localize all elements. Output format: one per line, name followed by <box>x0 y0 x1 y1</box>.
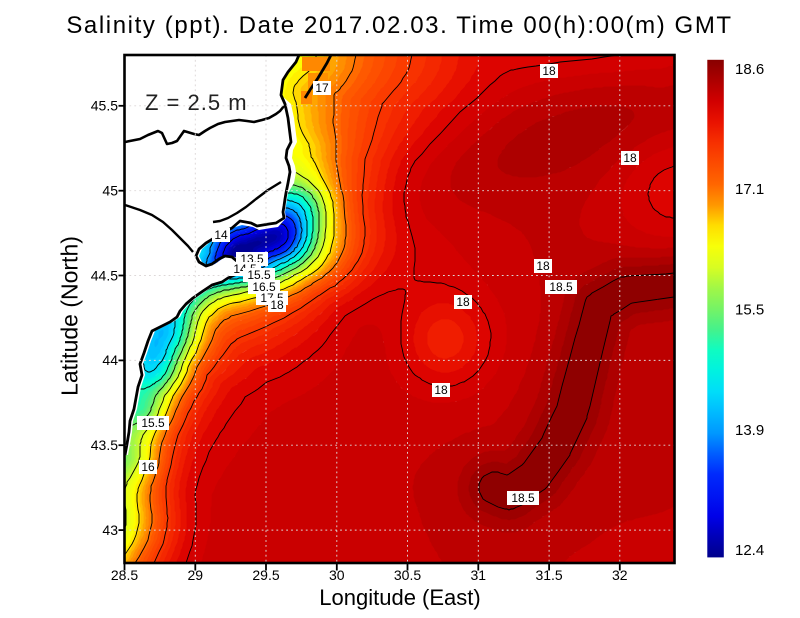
svg-text:18: 18 <box>542 64 556 78</box>
svg-text:18: 18 <box>270 298 284 312</box>
svg-text:18.6: 18.6 <box>735 61 764 78</box>
svg-text:43: 43 <box>102 522 118 538</box>
svg-text:30: 30 <box>329 567 345 583</box>
svg-text:15.5: 15.5 <box>735 302 764 319</box>
svg-text:44.5: 44.5 <box>91 267 118 283</box>
svg-text:18: 18 <box>536 259 550 273</box>
svg-text:18: 18 <box>456 295 470 309</box>
svg-text:45.5: 45.5 <box>91 98 118 114</box>
svg-text:12.4: 12.4 <box>735 542 764 559</box>
svg-text:18.5: 18.5 <box>511 491 535 505</box>
svg-text:16.5: 16.5 <box>252 280 276 294</box>
svg-text:32: 32 <box>612 567 628 583</box>
svg-text:28.5: 28.5 <box>111 567 138 583</box>
svg-text:13.9: 13.9 <box>735 422 764 439</box>
svg-text:14: 14 <box>214 228 228 242</box>
svg-text:31.5: 31.5 <box>535 567 562 583</box>
svg-text:Longitude (East): Longitude (East) <box>319 585 480 610</box>
svg-text:Z = 2.5 m: Z = 2.5 m <box>145 90 248 115</box>
svg-text:43.5: 43.5 <box>91 437 118 453</box>
svg-text:Latitude (North): Latitude (North) <box>57 236 83 396</box>
svg-text:15.5: 15.5 <box>141 416 165 430</box>
svg-text:30.5: 30.5 <box>394 567 421 583</box>
svg-text:17.1: 17.1 <box>735 181 764 198</box>
svg-text:45: 45 <box>102 183 118 199</box>
svg-text:16: 16 <box>141 460 155 474</box>
svg-text:15.5: 15.5 <box>247 268 271 282</box>
svg-text:18.5: 18.5 <box>549 280 573 294</box>
svg-text:Salinity (ppt). Date 2017.02.0: Salinity (ppt). Date 2017.02.03. Time 00… <box>66 12 732 39</box>
svg-text:44: 44 <box>102 352 118 368</box>
svg-text:18: 18 <box>623 151 637 165</box>
svg-text:29.5: 29.5 <box>252 567 279 583</box>
svg-text:18: 18 <box>434 383 448 397</box>
svg-text:17: 17 <box>315 81 329 95</box>
svg-text:31: 31 <box>471 567 487 583</box>
svg-text:29: 29 <box>188 567 204 583</box>
